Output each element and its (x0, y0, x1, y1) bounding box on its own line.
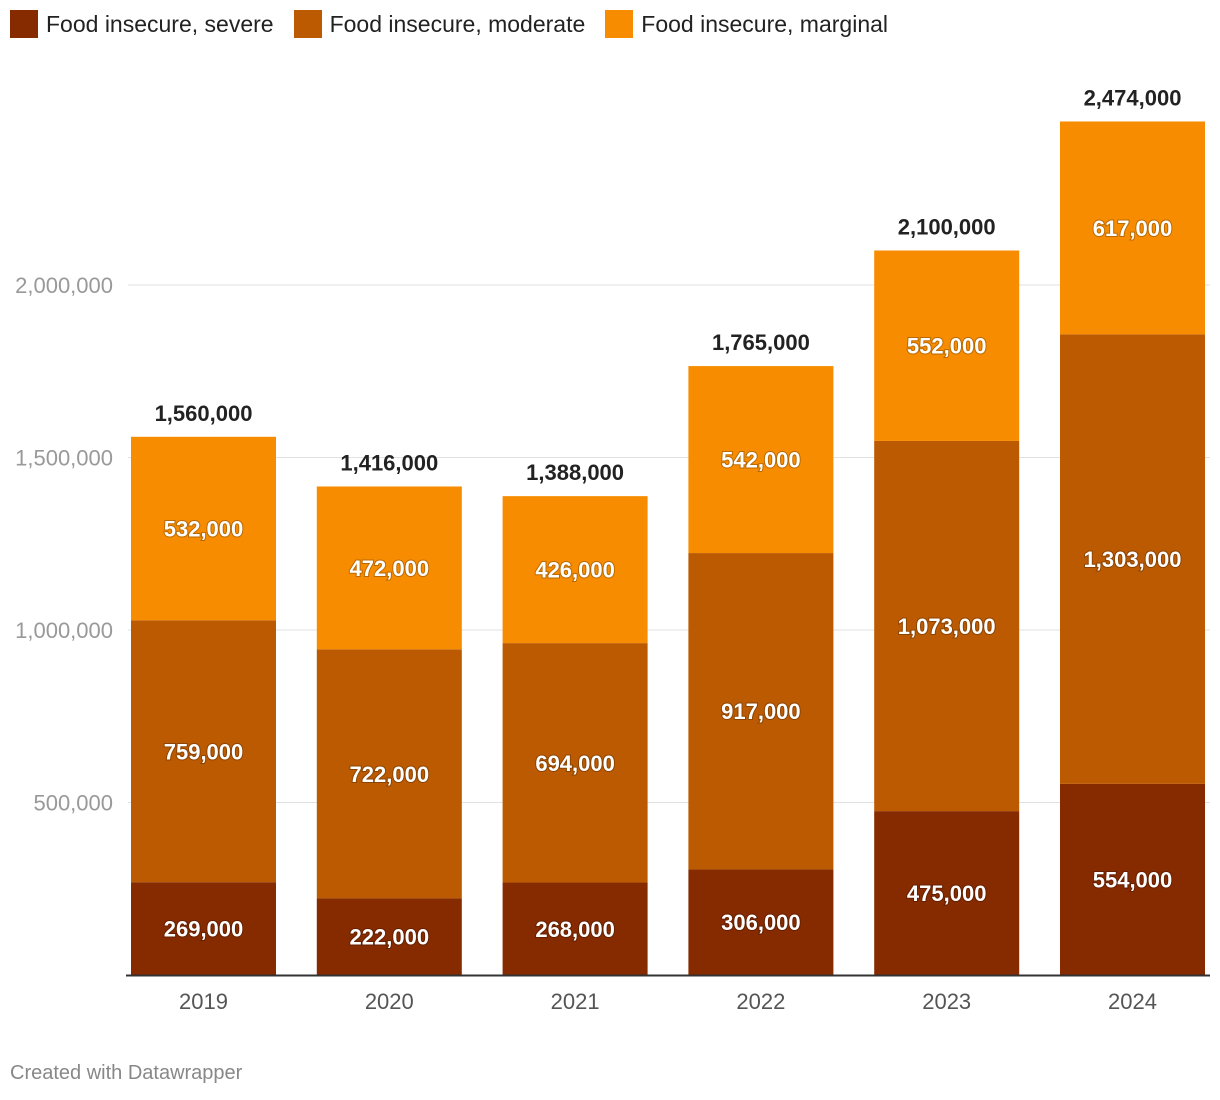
bar-segment (1060, 783, 1205, 975)
bar-layer (131, 121, 1205, 975)
bar-segment (1060, 334, 1205, 784)
bar-segment (502, 496, 648, 644)
x-tick-label: 2024 (1108, 989, 1157, 1014)
segment-value-label: 222,000 (350, 925, 430, 950)
legend-swatch-marginal (605, 10, 634, 38)
x-tick-label: 2021 (551, 989, 600, 1014)
segment-value-label: 1,073,000 (898, 614, 996, 639)
y-tick-label: 1,000,000 (15, 618, 113, 643)
segment-value-label: 554,000 (1093, 867, 1173, 892)
y-tick-label: 2,000,000 (15, 273, 113, 298)
segment-value-label: 472,000 (350, 556, 430, 581)
segment-value-label: 306,000 (721, 910, 801, 935)
total-value-label: 1,560,000 (155, 401, 253, 426)
y-tick-label: 500,000 (33, 791, 113, 816)
segment-value-label: 1,303,000 (1084, 547, 1182, 572)
bar-segment (316, 486, 462, 650)
bar-segment (316, 649, 462, 899)
segment-value-label: 426,000 (535, 558, 615, 583)
total-value-label: 2,100,000 (898, 215, 996, 240)
bar-segment (1060, 121, 1205, 335)
label-layer: 269,000 759,000 532,000 1,560,000 2019 222,00… (126, 85, 1210, 1014)
legend-item-moderate: Food insecure, moderate (293, 10, 586, 38)
x-tick-label: 2023 (922, 989, 971, 1014)
bar-segment (502, 643, 648, 883)
segment-value-label: 694,000 (535, 751, 615, 776)
total-value-label: 1,388,000 (526, 460, 624, 485)
y-tick-label: 1,500,000 (15, 446, 113, 471)
x-tick-label: 2020 (365, 989, 414, 1014)
bar-segment (131, 882, 276, 975)
total-value-label: 1,765,000 (712, 330, 810, 355)
footer-credit: Created with Datawrapper (10, 1062, 243, 1084)
segment-value-label: 552,000 (907, 334, 987, 359)
segment-value-label: 917,000 (721, 699, 801, 724)
legend-swatch-severe (10, 10, 38, 38)
segment-value-label: 542,000 (721, 448, 801, 473)
legend-item-marginal: Food insecure, marginal (605, 10, 888, 38)
legend-label-moderate: Food insecure, moderate (329, 10, 586, 37)
x-tick-label: 2019 (179, 989, 228, 1014)
bar-segment (131, 436, 276, 621)
segment-value-label: 268,000 (535, 917, 615, 942)
bar-segment (874, 811, 1020, 975)
segment-value-label: 617,000 (1093, 216, 1173, 241)
legend-label-severe: Food insecure, severe (46, 10, 274, 37)
segment-value-label: 532,000 (164, 517, 244, 542)
chart-legend: Food insecure, severe Food insecure, mod… (10, 10, 888, 38)
legend-label-marginal: Food insecure, marginal (641, 10, 889, 37)
total-value-label: 2,474,000 (1084, 85, 1182, 110)
segment-value-label: 269,000 (164, 917, 244, 942)
legend-item-severe: Food insecure, severe (10, 10, 274, 38)
x-tick-label: 2022 (736, 989, 785, 1014)
segment-value-label: 475,000 (907, 881, 987, 906)
grid-layer: 500,000 1,000,000 1,500,000 2,000,000 (15, 273, 1210, 816)
bar-segment (316, 898, 462, 975)
bar-segment (688, 869, 834, 975)
legend-swatch-moderate (293, 10, 322, 38)
total-value-label: 1,416,000 (340, 450, 438, 475)
bar-segment (874, 440, 1020, 812)
bar-segment (874, 250, 1020, 441)
bar-segment (688, 366, 834, 554)
segment-value-label: 722,000 (350, 762, 430, 787)
segment-value-label: 759,000 (164, 739, 244, 764)
bar-segment (502, 882, 648, 975)
bar-segment (131, 620, 276, 883)
bar-segment (688, 553, 834, 870)
